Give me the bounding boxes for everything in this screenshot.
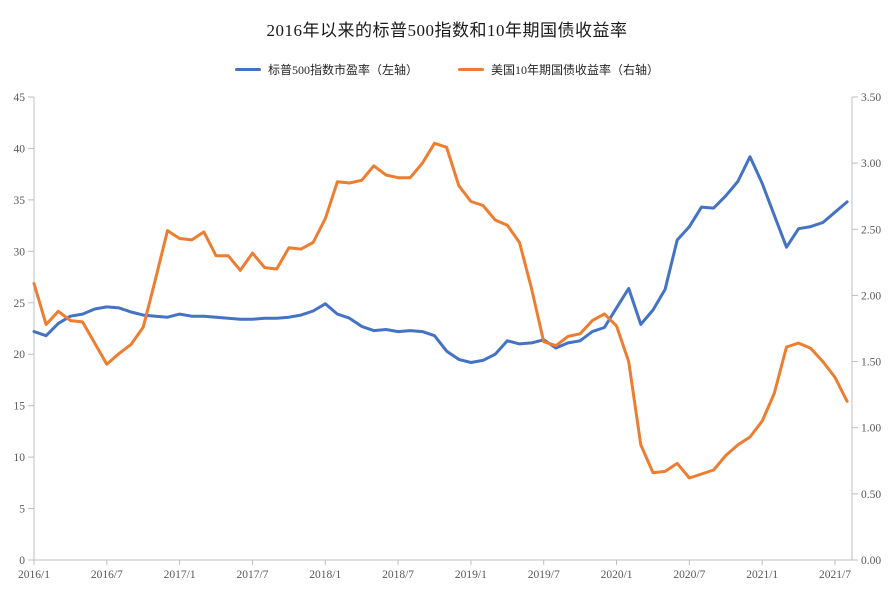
y-axis-right-tick-label: 2.50	[861, 224, 881, 236]
y-axis-left-tick-label: 20	[14, 349, 26, 361]
series-line-sp500-pe	[32, 155, 849, 364]
x-axis-tick-label: 2021/1	[746, 569, 778, 581]
legend-label-yield: 美国10年期国债收益率（右轴）	[491, 63, 660, 77]
y-axis-left-tick-label: 15	[14, 401, 26, 413]
chart-title: 2016年以来的标普500指数和10年期国债收益率	[266, 21, 628, 40]
y-axis-right-tick-label: 3.00	[861, 158, 881, 170]
y-axis-left-tick-label: 30	[14, 246, 26, 258]
y-axis-left-tick-label: 35	[14, 195, 26, 207]
y-axis-left-tick-label: 40	[14, 143, 26, 155]
y-axis-left-tick-label: 25	[14, 298, 26, 310]
x-axis-tick-label: 2017/1	[164, 569, 196, 581]
y-axis-left-tick-label: 10	[14, 452, 26, 464]
x-axis-tick-label: 2016/7	[91, 569, 123, 581]
x-axis-tick-label: 2021/7	[819, 569, 851, 581]
x-axis-tick-label: 2016/1	[18, 569, 50, 581]
x-axis-tick-label: 2020/1	[601, 569, 633, 581]
legend-line-marker-blue	[234, 67, 261, 72]
y-axis-left-tick-label: 0	[19, 555, 25, 567]
chart-legend: 标普500指数市盈率（左轴） 美国10年期国债收益率（右轴）	[0, 61, 894, 78]
x-axis-tick-label: 2018/7	[382, 569, 414, 581]
y-axis-right-tick-label: 3.50	[861, 92, 881, 104]
y-axis-right-tick-label: 2.00	[861, 290, 881, 302]
x-axis-tick-label: 2020/7	[673, 569, 705, 581]
x-axis-tick-label: 2017/7	[236, 569, 268, 581]
series-line-10y-treasury-yield	[32, 141, 849, 480]
y-axis-right-tick-label: 0.50	[861, 489, 881, 501]
y-axis-right-tick-label: 0.00	[861, 555, 881, 567]
x-axis-tick-label: 2018/1	[309, 569, 341, 581]
legend-item-yield: 美国10年期国债收益率（右轴）	[458, 61, 659, 78]
legend-label-pe: 标普500指数市盈率（左轴）	[267, 63, 418, 77]
y-axis-left-tick-label: 45	[14, 92, 26, 104]
y-axis-right-tick-label: 1.50	[861, 357, 881, 369]
legend-item-pe: 标普500指数市盈率（左轴）	[234, 61, 418, 78]
x-axis-tick-label: 2019/1	[455, 569, 487, 581]
y-axis-right-tick-label: 1.00	[861, 423, 881, 435]
y-axis-left-tick-label: 5	[19, 504, 25, 516]
x-axis-tick-label: 2019/7	[528, 569, 560, 581]
legend-line-marker-orange	[458, 67, 484, 72]
